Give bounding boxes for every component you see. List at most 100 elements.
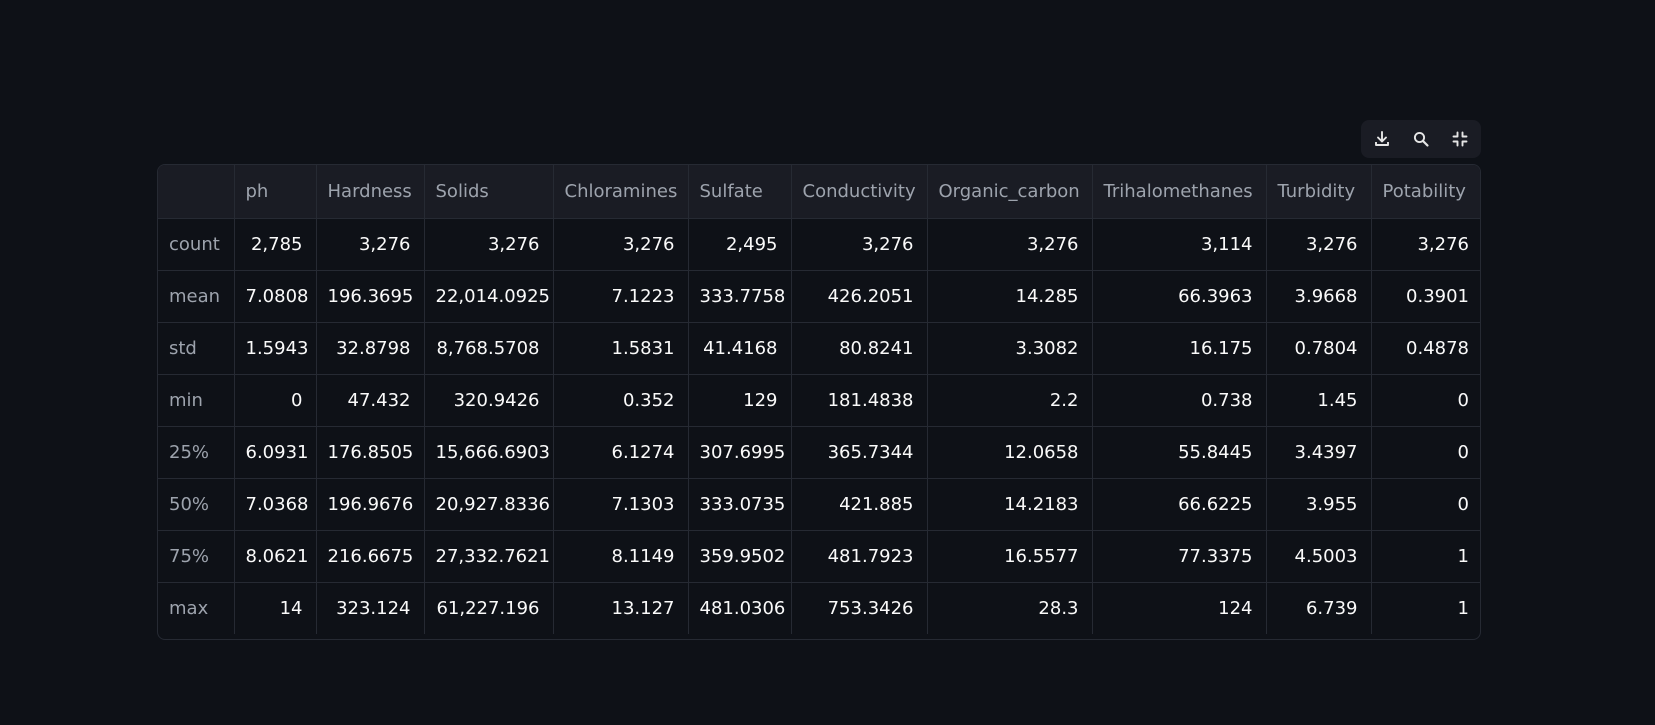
table-cell[interactable]: 3.3082: [927, 322, 1093, 375]
table-cell[interactable]: 7.1223: [553, 270, 689, 323]
table-cell[interactable]: 196.3695: [316, 270, 425, 323]
table-cell[interactable]: 80.8241: [791, 322, 928, 375]
table-cell[interactable]: 8.1149: [553, 530, 689, 583]
table-cell[interactable]: 1: [1371, 530, 1480, 583]
table-cell[interactable]: 359.9502: [688, 530, 792, 583]
table-cell[interactable]: 3.4397: [1266, 426, 1372, 479]
table-cell[interactable]: 3,276: [1371, 218, 1480, 271]
table-cell[interactable]: 3,276: [1266, 218, 1372, 271]
table-cell[interactable]: 14: [234, 582, 317, 634]
table-cell[interactable]: 3,114: [1092, 218, 1267, 271]
row-label[interactable]: mean: [158, 270, 235, 323]
column-header[interactable]: Chloramines: [553, 165, 689, 219]
table-cell[interactable]: 0.738: [1092, 374, 1267, 427]
table-cell[interactable]: 3,276: [424, 218, 554, 271]
table-cell[interactable]: 14.285: [927, 270, 1093, 323]
table-cell[interactable]: 16.5577: [927, 530, 1093, 583]
table-cell[interactable]: 2.2: [927, 374, 1093, 427]
column-header[interactable]: Potability: [1371, 165, 1480, 219]
table-cell[interactable]: 124: [1092, 582, 1267, 634]
row-label[interactable]: max: [158, 582, 235, 634]
table-cell[interactable]: 3.955: [1266, 478, 1372, 531]
table-cell[interactable]: 2,495: [688, 218, 792, 271]
table-cell[interactable]: 320.9426: [424, 374, 554, 427]
table-cell[interactable]: 0: [1371, 478, 1480, 531]
table-cell[interactable]: 1.5943: [234, 322, 317, 375]
table-cell[interactable]: 13.127: [553, 582, 689, 634]
table-cell[interactable]: 2,785: [234, 218, 317, 271]
table-cell[interactable]: 181.4838: [791, 374, 928, 427]
table-cell[interactable]: 0: [234, 374, 317, 427]
table-cell[interactable]: 0.4878: [1371, 322, 1480, 375]
table-cell[interactable]: 129: [688, 374, 792, 427]
table-cell[interactable]: 8,768.5708: [424, 322, 554, 375]
column-header[interactable]: Sulfate: [688, 165, 792, 219]
table-cell[interactable]: 66.3963: [1092, 270, 1267, 323]
table-cell[interactable]: 22,014.0925: [424, 270, 554, 323]
table-cell[interactable]: 47.432: [316, 374, 425, 427]
column-header[interactable]: Hardness: [316, 165, 425, 219]
table-cell[interactable]: 323.124: [316, 582, 425, 634]
column-header[interactable]: Solids: [424, 165, 554, 219]
table-cell[interactable]: 6.739: [1266, 582, 1372, 634]
table-cell[interactable]: 77.3375: [1092, 530, 1267, 583]
table-cell[interactable]: 426.2051: [791, 270, 928, 323]
table-cell[interactable]: 7.0368: [234, 478, 317, 531]
table-cell[interactable]: 3,276: [927, 218, 1093, 271]
download-button[interactable]: [1365, 124, 1399, 154]
table-cell[interactable]: 61,227.196: [424, 582, 554, 634]
table-cell[interactable]: 12.0658: [927, 426, 1093, 479]
table-cell[interactable]: 0: [1371, 426, 1480, 479]
table-cell[interactable]: 8.0621: [234, 530, 317, 583]
table-cell[interactable]: 55.8445: [1092, 426, 1267, 479]
column-header[interactable]: ph: [234, 165, 317, 219]
table-cell[interactable]: 3,276: [316, 218, 425, 271]
table-cell[interactable]: 15,666.6903: [424, 426, 554, 479]
table-cell[interactable]: 6.0931: [234, 426, 317, 479]
table-cell[interactable]: 3.9668: [1266, 270, 1372, 323]
row-label[interactable]: min: [158, 374, 235, 427]
table-cell[interactable]: 365.7344: [791, 426, 928, 479]
collapse-fullscreen-button[interactable]: [1443, 124, 1477, 154]
table-cell[interactable]: 28.3: [927, 582, 1093, 634]
table-cell[interactable]: 0.7804: [1266, 322, 1372, 375]
column-header[interactable]: Trihalomethanes: [1092, 165, 1267, 219]
row-label[interactable]: 50%: [158, 478, 235, 531]
table-cell[interactable]: 32.8798: [316, 322, 425, 375]
table-cell[interactable]: 7.0808: [234, 270, 317, 323]
row-label[interactable]: 75%: [158, 530, 235, 583]
table-cell[interactable]: 333.0735: [688, 478, 792, 531]
column-header[interactable]: Turbidity: [1266, 165, 1372, 219]
table-cell[interactable]: 66.6225: [1092, 478, 1267, 531]
table-cell[interactable]: 307.6995: [688, 426, 792, 479]
table-cell[interactable]: 4.5003: [1266, 530, 1372, 583]
table-cell[interactable]: 6.1274: [553, 426, 689, 479]
table-cell[interactable]: 176.8505: [316, 426, 425, 479]
table-cell[interactable]: 1: [1457, 597, 1469, 619]
search-button[interactable]: [1404, 124, 1438, 154]
table-cell[interactable]: 16.175: [1092, 322, 1267, 375]
table-cell[interactable]: 3,276: [791, 218, 928, 271]
table-cell[interactable]: 196.9676: [316, 478, 425, 531]
table-cell[interactable]: 333.7758: [688, 270, 792, 323]
table-cell[interactable]: 421.885: [791, 478, 928, 531]
table-cell[interactable]: 0: [1371, 374, 1480, 427]
table-cell[interactable]: 27,332.7621: [424, 530, 554, 583]
table-cell[interactable]: 216.6675: [316, 530, 425, 583]
row-label[interactable]: 25%: [158, 426, 235, 479]
table-cell[interactable]: 1.5831: [553, 322, 689, 375]
table-cell[interactable]: 3,276: [553, 218, 689, 271]
column-header[interactable]: Organic_carbon: [927, 165, 1093, 219]
column-header[interactable]: Conductivity: [791, 165, 928, 219]
table-cell[interactable]: 14.2183: [927, 478, 1093, 531]
table-cell[interactable]: 41.4168: [688, 322, 792, 375]
table-cell[interactable]: 7.1303: [553, 478, 689, 531]
row-label[interactable]: count: [158, 218, 235, 271]
table-cell[interactable]: 481.7923: [791, 530, 928, 583]
index-header[interactable]: [158, 165, 235, 219]
table-cell[interactable]: 1.45: [1266, 374, 1372, 427]
table-cell[interactable]: 20,927.8336: [424, 478, 554, 531]
table-cell[interactable]: 0.352: [553, 374, 689, 427]
row-label[interactable]: std: [158, 322, 235, 375]
table-cell[interactable]: 481.0306: [688, 582, 792, 634]
